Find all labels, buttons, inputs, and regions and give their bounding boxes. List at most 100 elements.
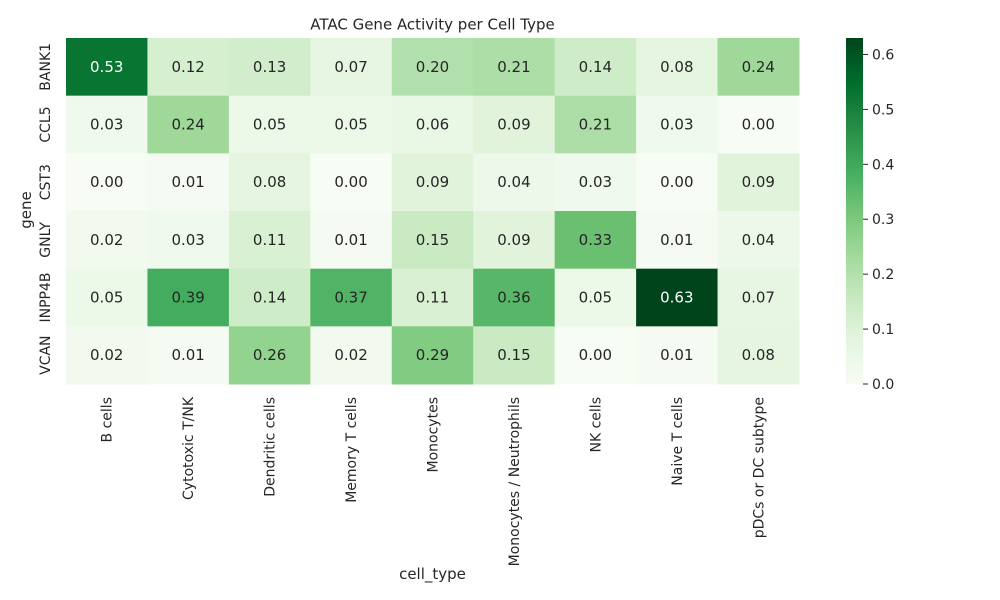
cell-value-label: 0.15: [497, 346, 530, 364]
heatmap-cell: [391, 326, 474, 385]
heatmap-cell-labels: 0.53 0.12 0.13 0.07 0.20 0.21 0.14 0.08 0.24 0.03…: [90, 58, 775, 364]
cell-value-label: 0.01: [660, 346, 693, 364]
cell-value-label: 0.06: [416, 116, 449, 134]
y-tick-label: GNLY: [38, 221, 54, 257]
x-tick-label: pDCs or DC subtype: [751, 397, 767, 538]
x-tick-label: Monocytes / Neutrophils: [507, 397, 523, 566]
cell-value-label: 0.07: [334, 58, 367, 76]
colorbar-tick-label: 0.3: [872, 212, 894, 228]
cell-value-label: 0.04: [497, 173, 530, 191]
heatmap-cell: [636, 326, 719, 385]
colorbar-tick-label: 0.6: [872, 47, 894, 63]
x-tick-label: Cytotoxic T/NK: [181, 396, 197, 500]
cell-value-label: 0.26: [253, 346, 286, 364]
colorbar-tick-label: 0.4: [872, 157, 894, 173]
heatmap-cell: [473, 95, 556, 154]
cell-value-label: 0.03: [660, 116, 693, 134]
cell-value-label: 0.63: [660, 289, 693, 307]
cell-value-label: 0.05: [334, 116, 367, 134]
heatmap-cell: [554, 153, 637, 212]
heatmap-cell: [717, 268, 800, 327]
heatmap-cell: [636, 153, 719, 212]
heatmap-cell: [147, 153, 230, 212]
heatmap-cell: [66, 268, 148, 327]
cell-value-label: 0.02: [90, 231, 123, 249]
cell-value-label: 0.14: [579, 58, 612, 76]
cell-value-label: 0.11: [253, 231, 286, 249]
heatmap-cell: [66, 211, 148, 270]
cell-value-label: 0.07: [742, 289, 775, 307]
cell-value-label: 0.14: [253, 289, 286, 307]
heatmap-cell: [147, 95, 230, 154]
x-tick-label: Monocytes: [426, 397, 442, 472]
heatmap-cell: [391, 38, 474, 97]
y-tick-label: VCAN: [38, 335, 54, 374]
heatmap-cell: [310, 38, 393, 97]
cell-value-label: 0.01: [171, 346, 204, 364]
cell-value-label: 0.03: [171, 231, 204, 249]
heatmap-cell: [310, 95, 393, 154]
x-tick-labels: B cells Cytotoxic T/NK Dendritic cells Memo…: [100, 396, 768, 566]
heatmap-cell: [391, 211, 474, 270]
cell-value-label: 0.01: [334, 231, 367, 249]
chart-title: ATAC Gene Activity per Cell Type: [310, 16, 555, 34]
cell-value-label: 0.01: [171, 173, 204, 191]
colorbar-ticks: 0.0 0.1 0.2 0.3 0.4 0.5 0.6: [863, 47, 894, 393]
cell-value-label: 0.08: [253, 173, 286, 191]
cell-value-label: 0.29: [416, 346, 449, 364]
heatmap-cell: [473, 268, 556, 327]
heatmap-cell: [310, 211, 393, 270]
cell-value-label: 0.09: [742, 173, 775, 191]
cell-value-label: 0.13: [253, 58, 286, 76]
heatmap-cell: [473, 38, 556, 97]
cell-value-label: 0.24: [742, 58, 775, 76]
heatmap-cell: [636, 95, 719, 154]
colorbar-tick-label: 0.1: [872, 322, 894, 338]
heatmap-cell: [228, 95, 311, 154]
heatmap-cell: [391, 95, 474, 154]
x-tick-label: B cells: [100, 397, 116, 442]
heatmap-cells: [66, 38, 800, 385]
cell-value-label: 0.09: [497, 116, 530, 134]
heatmap-cell: [391, 153, 474, 212]
heatmap-cell: [717, 153, 800, 212]
cell-value-label: 0.04: [742, 231, 775, 249]
cell-value-label: 0.39: [171, 289, 204, 307]
colorbar-tick-label: 0.0: [872, 377, 894, 393]
heatmap-cell: [147, 268, 230, 327]
x-axis-label: cell_type: [399, 565, 466, 584]
cell-value-label: 0.00: [742, 116, 775, 134]
heatmap-cell: [228, 268, 311, 327]
heatmap-cell: [66, 95, 148, 154]
cell-value-label: 0.03: [90, 116, 123, 134]
cell-value-label: 0.37: [334, 289, 367, 307]
heatmap-cell: [147, 326, 230, 385]
y-tick-label: INPP4B: [38, 273, 54, 323]
heatmap-cell: [717, 95, 800, 154]
cell-value-label: 0.33: [579, 231, 612, 249]
y-tick-labels: BANK1 CCL5 CST3 GNLY INPP4B VCAN: [38, 43, 54, 375]
heatmap-cell: [473, 153, 556, 212]
heatmap-cell: [717, 211, 800, 270]
heatmap-cell: [636, 38, 719, 97]
heatmap-cell: [717, 38, 800, 97]
heatmap-cell: [310, 153, 393, 212]
heatmap-cell: [554, 95, 637, 154]
heatmap-cell: [310, 268, 393, 327]
cell-value-label: 0.05: [253, 116, 286, 134]
heatmap-cell: [147, 38, 230, 97]
cell-value-label: 0.08: [660, 58, 693, 76]
cell-value-label: 0.36: [497, 289, 530, 307]
heatmap-cell: [66, 153, 148, 212]
heatmap-cell: [473, 326, 556, 385]
colorbar-tick-label: 0.5: [872, 102, 894, 118]
heatmap-cell: [717, 326, 800, 385]
heatmap-cell: [228, 153, 311, 212]
cell-value-label: 0.21: [579, 116, 612, 134]
cell-value-label: 0.05: [90, 289, 123, 307]
heatmap-cell: [554, 326, 637, 385]
cell-value-label: 0.11: [416, 289, 449, 307]
x-tick-label: Naive T cells: [670, 397, 686, 486]
colorbar: [846, 38, 863, 384]
